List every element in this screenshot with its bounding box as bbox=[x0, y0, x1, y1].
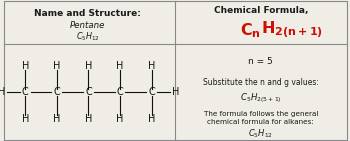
Text: H: H bbox=[116, 114, 124, 124]
Text: C: C bbox=[85, 87, 92, 97]
Text: H: H bbox=[21, 114, 29, 124]
Text: $C_5H_{12}$: $C_5H_{12}$ bbox=[76, 30, 99, 43]
Text: H: H bbox=[116, 61, 124, 71]
Text: H: H bbox=[172, 87, 179, 97]
Text: $C_5H_{12}$: $C_5H_{12}$ bbox=[248, 128, 273, 140]
Text: $\bf{H_{2(n+1)}}$: $\bf{H_{2(n+1)}}$ bbox=[261, 20, 323, 41]
Text: H: H bbox=[0, 87, 5, 97]
Text: $C_5H_{2(5+1)}$: $C_5H_{2(5+1)}$ bbox=[240, 91, 282, 105]
Text: H: H bbox=[53, 61, 61, 71]
Text: Name and Structure:: Name and Structure: bbox=[34, 9, 141, 18]
Text: H: H bbox=[148, 61, 155, 71]
Text: Chemical Formula,: Chemical Formula, bbox=[214, 6, 308, 15]
Text: Pentane: Pentane bbox=[70, 21, 105, 30]
Text: Substitute the n and g values:: Substitute the n and g values: bbox=[203, 78, 319, 87]
Text: H: H bbox=[53, 114, 61, 124]
Text: The formula follows the general
chemical formula for alkanes:: The formula follows the general chemical… bbox=[204, 111, 318, 125]
Text: C: C bbox=[148, 87, 155, 97]
Text: C: C bbox=[117, 87, 123, 97]
Text: H: H bbox=[85, 61, 92, 71]
Text: C: C bbox=[54, 87, 60, 97]
Text: C: C bbox=[22, 87, 29, 97]
Text: H: H bbox=[148, 114, 155, 124]
Text: H: H bbox=[21, 61, 29, 71]
Text: H: H bbox=[85, 114, 92, 124]
Text: n = 5: n = 5 bbox=[248, 57, 273, 66]
Text: $\bf{C_n}$: $\bf{C_n}$ bbox=[240, 21, 261, 40]
